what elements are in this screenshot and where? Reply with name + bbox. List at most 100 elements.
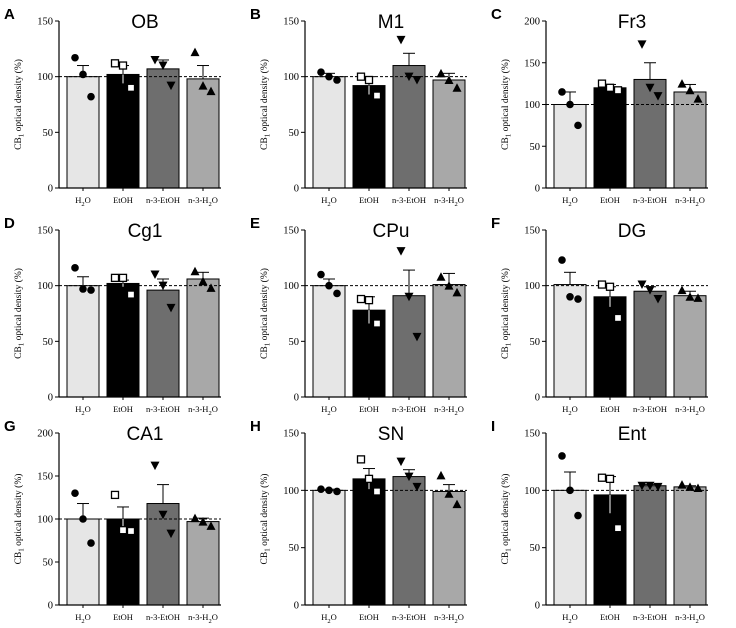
y-axis-label: CB1 optical density (%): [13, 474, 26, 565]
data-point: [605, 474, 615, 484]
y-label-main: CB: [260, 137, 270, 150]
data-point: [566, 100, 574, 109]
data-point: [356, 455, 366, 464]
bar-2: [593, 296, 627, 398]
panel-letter: H: [250, 418, 261, 435]
y-tick-label: 0: [535, 393, 540, 404]
data-point: [87, 92, 95, 101]
y-label-main: CB: [260, 346, 270, 359]
data-point: [566, 293, 574, 301]
bar-3: [633, 485, 667, 606]
y-label-main: CB: [501, 137, 511, 150]
data-point: [71, 53, 79, 62]
data-point: [597, 473, 607, 482]
y-label-sub: 1: [264, 342, 272, 346]
y-tick-label: 50: [289, 337, 300, 348]
y-tick-label: 150: [37, 472, 53, 483]
data-point: [653, 482, 663, 492]
y-label-rest: optical density (%): [259, 59, 270, 134]
y-tick-label: 50: [43, 128, 54, 139]
bar-2: [352, 85, 386, 189]
bar-3: [633, 290, 667, 398]
category-label: n-3-EtOH: [146, 404, 180, 414]
panel-G: G CA1 CB1 optical density (%) 0 50 100 150 200 H…: [4, 418, 221, 625]
category-label: EtOH: [359, 404, 379, 414]
y-label-sub: 1: [505, 133, 513, 137]
panel-E: E CPu CB1 optical density (%) 0 50 100 150 H2O E…: [250, 215, 467, 417]
category-label: n-3-H2O: [675, 195, 705, 208]
panel-letter: F: [491, 215, 500, 232]
data-point: [317, 68, 325, 77]
y-tick-label: 150: [283, 17, 299, 28]
data-point: [166, 81, 176, 91]
panel-title: CA1: [127, 424, 164, 445]
y-axis-label: CB1 optical density (%): [259, 59, 272, 150]
data-point: [685, 85, 695, 95]
bar-1: [66, 518, 100, 606]
bar-1: [66, 285, 100, 398]
data-point: [693, 483, 703, 493]
data-point: [574, 295, 582, 303]
panel-D: D Cg1 CB1 optical density (%) 0 50 100 150 H2O E…: [4, 215, 221, 417]
data-point: [206, 521, 216, 530]
data-point: [444, 281, 454, 290]
bar-3: [633, 78, 667, 189]
category-label: n-3-EtOH: [392, 404, 426, 414]
bar-4: [673, 295, 707, 398]
data-point: [574, 121, 582, 130]
data-point: [677, 79, 687, 88]
data-point: [150, 461, 160, 471]
data-point: [126, 526, 136, 536]
data-point: [637, 40, 647, 49]
y-tick-label: 100: [37, 515, 53, 526]
data-point: [118, 526, 128, 535]
category-label: n-3-EtOH: [392, 612, 426, 622]
y-tick-label: 50: [530, 337, 541, 348]
data-point: [653, 295, 663, 304]
data-point: [166, 303, 176, 313]
y-label-rest: optical density (%): [500, 268, 511, 343]
data-point: [198, 81, 208, 90]
panel-letter: I: [491, 418, 495, 435]
data-point: [190, 513, 200, 523]
bar-4: [673, 486, 707, 606]
data-point: [118, 61, 128, 70]
bar-4: [186, 521, 220, 606]
data-point: [158, 61, 168, 71]
data-point: [645, 83, 655, 93]
data-point: [693, 94, 703, 103]
y-label-rest: optical density (%): [259, 474, 270, 549]
data-point: [206, 86, 216, 96]
panel-A: A OB CB1 optical density (%) 0 50 100 150 H2O Et…: [4, 6, 221, 208]
data-point: [605, 83, 615, 92]
y-label-rest: optical density (%): [500, 474, 511, 549]
bar-4: [186, 78, 220, 189]
bar-2: [106, 282, 140, 398]
data-point: [637, 280, 647, 290]
data-point: [444, 489, 454, 498]
panel-letter: G: [4, 418, 16, 435]
y-label-sub: 1: [18, 342, 26, 346]
panel-title: DG: [618, 221, 647, 242]
panel-B: B M1 CB1 optical density (%) 0 50 100 150 H2O Et…: [250, 6, 467, 208]
category-label: n-3-H2O: [675, 612, 705, 625]
category-label: EtOH: [359, 195, 379, 205]
data-point: [356, 294, 366, 304]
data-point: [452, 287, 462, 297]
data-point: [685, 292, 695, 301]
y-axis-label: CB1 optical density (%): [13, 268, 26, 359]
data-point: [436, 470, 446, 480]
data-point: [333, 487, 341, 496]
data-point: [452, 499, 462, 509]
y-label-rest: optical density (%): [259, 268, 270, 343]
category-label: n-3-EtOH: [633, 612, 667, 622]
data-point: [566, 486, 574, 495]
panel-I: I Ent CB1 optical density (%) 0 50 100 150 H2O E…: [491, 418, 708, 625]
data-point: [372, 319, 382, 328]
data-point: [118, 273, 128, 283]
data-point: [645, 286, 655, 295]
bar-1: [312, 76, 346, 189]
panel-C: C Fr3 CB1 optical density (%) 0 50 100 150 200 H…: [491, 6, 708, 208]
data-point: [613, 524, 623, 533]
category-label: H2O: [75, 612, 91, 625]
